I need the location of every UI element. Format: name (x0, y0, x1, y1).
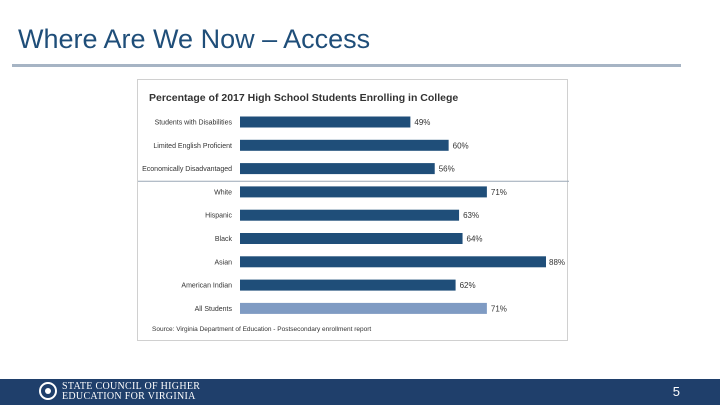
data-label: 71% (491, 188, 507, 197)
bar (240, 233, 463, 244)
title-divider (12, 64, 681, 67)
data-label: 56% (439, 165, 455, 174)
data-label: 60% (453, 141, 469, 150)
data-label: 88% (549, 258, 565, 267)
footer-bar: STATE COUNCIL OF HIGHER EDUCATION FOR VI… (0, 379, 720, 405)
chart-title: Percentage of 2017 High School Students … (149, 92, 458, 104)
bar (240, 139, 449, 151)
bar (240, 186, 487, 198)
category-label: Asian (214, 259, 232, 266)
category-label: All Students (195, 306, 233, 313)
page-number: 5 (672, 384, 680, 399)
bar (240, 209, 460, 221)
category-label: Economically Disadvantaged (142, 166, 232, 173)
council-seal-icon (39, 382, 57, 400)
category-label: American Indian (181, 283, 232, 290)
bar (240, 163, 435, 175)
category-label: Students with Disabilities (155, 120, 233, 127)
chart-source: Source: Virginia Department of Education… (152, 326, 371, 333)
enrollment-bar-chart: Percentage of 2017 High School Students … (138, 92, 569, 333)
bar (240, 279, 456, 291)
chart-panel: Percentage of 2017 High School Students … (137, 79, 569, 341)
footer-org-line2: EDUCATION FOR VIRGINIA (62, 391, 196, 402)
data-label: 62% (460, 281, 476, 290)
data-label: 71% (491, 304, 507, 313)
bar (240, 302, 487, 314)
category-label: Hispanic (205, 213, 232, 220)
category-label: Black (215, 236, 233, 243)
data-label: 49% (414, 118, 430, 127)
data-label: 63% (463, 211, 479, 220)
category-label: White (214, 189, 232, 196)
slide-title: Where Are We Now – Access (18, 24, 371, 54)
category-label: Limited English Proficient (153, 143, 232, 150)
bar (240, 116, 411, 128)
data-label: 64% (467, 235, 483, 244)
footer-organization: STATE COUNCIL OF HIGHER EDUCATION FOR VI… (62, 382, 200, 402)
footer-org-line1: STATE COUNCIL OF HIGHER (62, 381, 201, 392)
bar (240, 256, 546, 268)
